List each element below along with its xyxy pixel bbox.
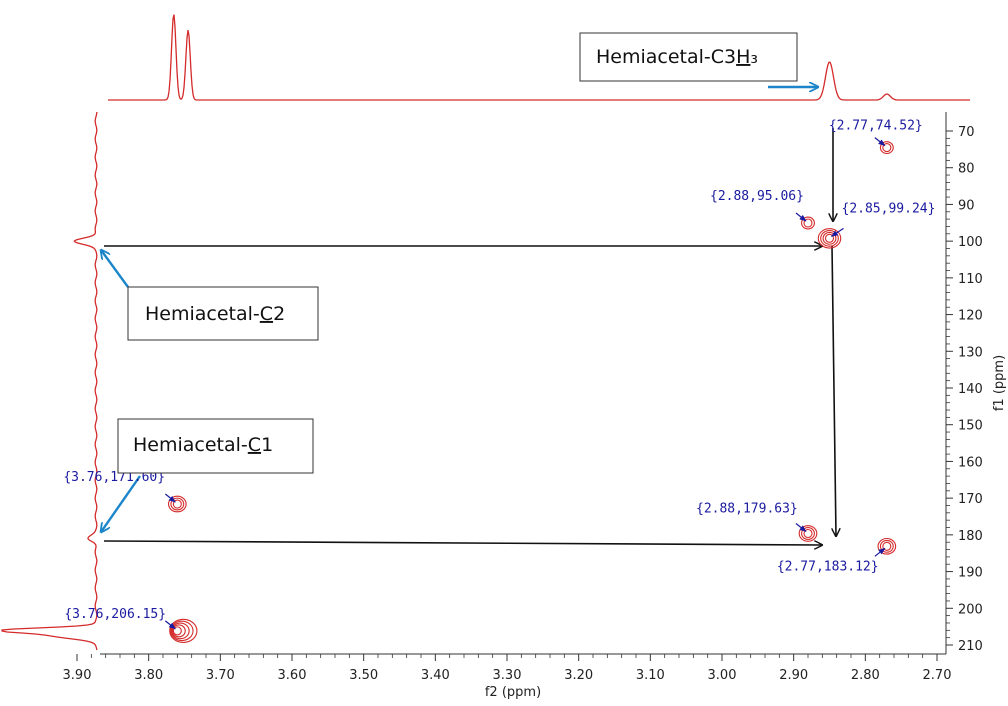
pointer-arrow-c1 — [101, 475, 141, 532]
peak-contour — [172, 626, 182, 636]
arrow-c2-to-c1 — [831, 245, 836, 536]
x-tick-label: 3.80 — [134, 668, 163, 683]
peak-label: {2.77,74.52} — [829, 119, 923, 134]
peak-leader — [795, 523, 807, 532]
y-axis-ticks: 70 80 90 100 110 120 130 140 150 160 170 180 190 200 2… — [946, 125, 983, 654]
x-axis-title: f2 (ppm) — [485, 685, 541, 700]
arrow-c1-row — [103, 540, 822, 545]
x-tick-label: 3.70 — [206, 668, 235, 683]
annotation-c2: Hemiacetal-C2 — [127, 286, 319, 341]
x-tick-label: 2.90 — [779, 668, 808, 683]
annotation-c3h3: Hemiacetal-C3H₃ — [579, 32, 798, 82]
peak-contour — [170, 497, 185, 511]
annotation-box — [579, 32, 798, 82]
x-tick-label: 3.90 — [63, 668, 92, 683]
pointer-arrow-c2 — [101, 250, 129, 288]
peak-contour — [167, 495, 187, 513]
x-tick-label: 2.80 — [851, 668, 880, 683]
y-tick-label: 80 — [958, 162, 975, 177]
annotation-label: Hemiacetal-C3H₃ — [596, 46, 758, 68]
y-tick-label: 200 — [958, 602, 983, 617]
x-tick-label: 3.60 — [278, 668, 307, 683]
peak-label: {2.77,183.12} — [777, 559, 879, 574]
cross-peak: {3.76,171.60} — [63, 470, 187, 513]
y-axis-title: f1 (ppm) — [992, 355, 1007, 411]
annotation-label: Hemiacetal-C2 — [145, 303, 285, 325]
peak-leader — [874, 137, 886, 147]
peak-contour — [169, 618, 198, 644]
y-tick-label: 120 — [958, 309, 983, 324]
x-tick-label: 3.50 — [349, 668, 378, 683]
cross-peak: {2.77,183.12} — [777, 537, 897, 574]
y-tick-label: 150 — [958, 419, 983, 434]
peak-contour — [170, 622, 190, 640]
peak-label: {2.88,95.06} — [710, 189, 804, 204]
annotation-c1: Hemiacetal-C1 — [117, 418, 314, 474]
x-tick-label: 3.20 — [564, 668, 593, 683]
peak-contour — [877, 537, 897, 555]
peak-contour — [824, 233, 835, 243]
peak-label: {3.76,206.15} — [64, 607, 166, 622]
annotation-box — [127, 286, 319, 341]
correlation-arrows — [103, 128, 836, 545]
cross-peak: {3.76,206.15} — [64, 607, 198, 644]
peak-leader — [164, 493, 176, 503]
x-tick-label: 3.10 — [636, 668, 665, 683]
top-projection-trace — [108, 14, 970, 101]
peak-leader — [874, 547, 886, 557]
peak-contour — [801, 527, 815, 540]
peak-contour — [170, 620, 194, 642]
cross-peak: {2.88,95.06} — [710, 189, 815, 230]
peak-leader — [830, 227, 844, 237]
left-projection-trace — [1, 112, 98, 651]
y-tick-label: 110 — [958, 272, 983, 287]
x-tick-label: 3.30 — [493, 668, 522, 683]
peak-contour — [803, 528, 813, 539]
peak-contour — [803, 218, 813, 228]
cross-peak: {2.77,74.52} — [829, 119, 923, 155]
peak-contour — [817, 228, 842, 249]
pointer-arrows — [101, 87, 818, 532]
peak-contour — [171, 624, 186, 638]
x-tick-label: 3.40 — [421, 668, 450, 683]
y-tick-label: 100 — [958, 235, 983, 250]
peak-label: {2.88,179.63} — [696, 501, 798, 516]
y-tick-label: 90 — [958, 198, 975, 213]
peak-contour — [822, 231, 837, 245]
x-tick-label: 2.70 — [923, 668, 952, 683]
y-tick-label: 70 — [958, 125, 975, 140]
peak-contour — [172, 499, 182, 509]
peak-contour — [879, 539, 894, 553]
cross-peaks: {2.77,74.52} {2.88,95.06} {2.85,99.24} {3.7… — [63, 119, 936, 644]
x-axis-ticks: 3.90 3.80 3.70 3.60 3.50 3.40 3.30 3.20 3.10 3.00… — [63, 654, 952, 683]
x-tick-label: 3.00 — [708, 668, 737, 683]
peak-contour — [798, 525, 818, 542]
peak-contour — [882, 143, 892, 153]
y-tick-label: 160 — [958, 455, 983, 470]
peak-label: {2.85,99.24} — [842, 201, 936, 216]
peak-leader — [164, 620, 176, 630]
y-tick-label: 180 — [958, 529, 983, 544]
peak-contour — [820, 230, 839, 247]
annotation-label: Hemiacetal-C1 — [133, 434, 273, 456]
y-tick-label: 190 — [958, 566, 983, 581]
y-tick-label: 170 — [958, 492, 983, 507]
peak-contour — [879, 141, 894, 155]
annotation-box — [117, 418, 314, 474]
cross-peak: {2.85,99.24} — [817, 201, 936, 249]
cross-peak: {2.88,179.63} — [696, 501, 818, 542]
y-tick-label: 130 — [958, 345, 983, 360]
y-tick-label: 140 — [958, 382, 983, 397]
y-tick-label: 210 — [958, 639, 983, 654]
peak-contour — [801, 216, 815, 230]
peak-leader — [795, 212, 807, 222]
plot-frame — [100, 112, 947, 655]
peak-label: {3.76,171.60} — [63, 470, 165, 485]
peak-contour — [882, 541, 892, 551]
